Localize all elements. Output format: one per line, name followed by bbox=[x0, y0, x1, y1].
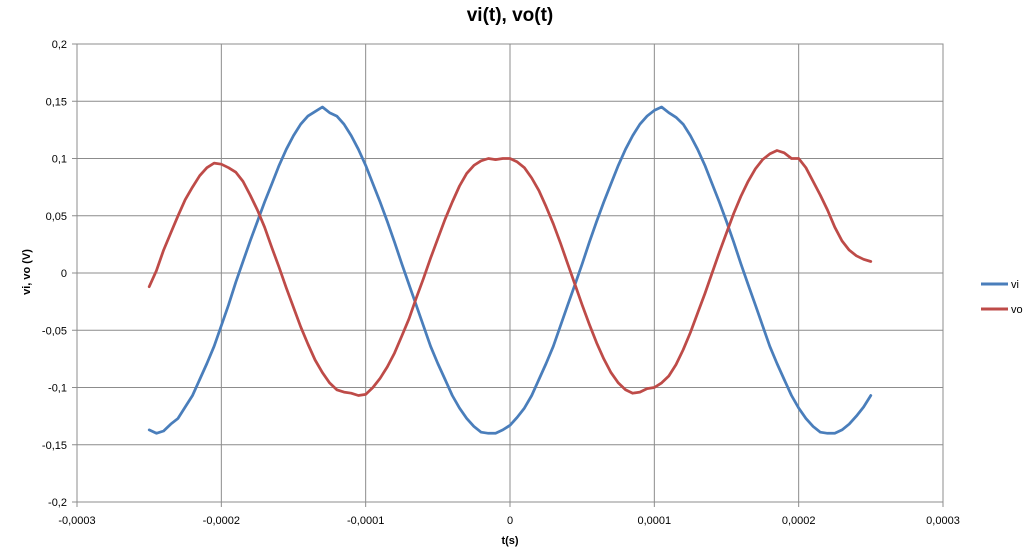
x-tick-label: -0,0003 bbox=[58, 515, 95, 527]
y-tick-label: 0,1 bbox=[52, 154, 67, 166]
y-tick-label: 0,2 bbox=[52, 39, 67, 51]
series-line-vo bbox=[147, 149, 873, 397]
legend-label-vo: vo bbox=[1011, 304, 1023, 316]
y-tick-label: -0,15 bbox=[42, 440, 67, 452]
x-tick-label: -0,0002 bbox=[203, 515, 240, 527]
y-tick-label: -0,05 bbox=[42, 325, 67, 337]
y-tick-label: 0,05 bbox=[46, 211, 67, 223]
plot-area: -0,2 -0,15 -0,1 -0,05 0 0,05 0,1 0,15 0,2 -0,0003… bbox=[42, 39, 960, 527]
plot-border bbox=[76, 43, 944, 503]
x-tick-label: 0,0003 bbox=[926, 515, 960, 527]
y-tick-label: -0,2 bbox=[48, 497, 67, 509]
chart-title: vi(t), vo(t) bbox=[467, 5, 554, 26]
legend-label-vi: vi bbox=[1011, 279, 1019, 291]
y-axis-label: vi, vo (V) bbox=[21, 249, 33, 295]
y-tick-label: 0 bbox=[61, 268, 67, 280]
x-tick-label: 0 bbox=[507, 515, 513, 527]
x-axis-label: t(s) bbox=[501, 535, 518, 547]
series-line-vi bbox=[147, 105, 873, 435]
legend: vi vo bbox=[981, 279, 1023, 316]
x-tick-label: 0,0002 bbox=[782, 515, 816, 527]
x-tick-label: 0,0001 bbox=[638, 515, 672, 527]
y-tick-label: 0,15 bbox=[46, 96, 67, 108]
x-tick-label: -0,0001 bbox=[347, 515, 384, 527]
y-tick-label: -0,1 bbox=[48, 383, 67, 395]
